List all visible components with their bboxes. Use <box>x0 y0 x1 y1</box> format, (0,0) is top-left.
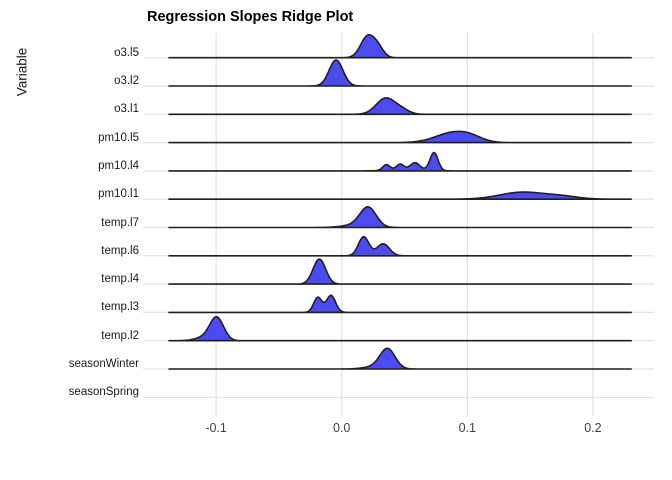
y-axis-title: Variable <box>14 47 30 97</box>
y-tick-label-seasonSpring: seasonSpring <box>68 386 139 399</box>
ridge-pm10.l5 <box>168 130 632 144</box>
y-tick-label-o3.l5: o3.l5 <box>114 46 139 59</box>
y-tick-label-pm10.l4: pm10.l4 <box>98 159 139 172</box>
y-tick-label-temp.l2: temp.l2 <box>101 329 139 342</box>
ridge-temp.l6 <box>168 235 632 257</box>
y-tick-label-pm10.l1: pm10.l1 <box>98 188 139 201</box>
y-tick-label-temp.l6: temp.l6 <box>101 244 139 257</box>
x-tick-label-0.1: 0.1 <box>458 421 476 435</box>
x-tick-label--0.1: -0.1 <box>205 421 227 435</box>
ridge-seasonWinter <box>168 347 632 370</box>
y-tick-label-temp.l7: temp.l7 <box>101 216 139 229</box>
y-tick-label-temp.l4: temp.l4 <box>101 273 139 286</box>
ridge-pm10.l4 <box>168 151 632 172</box>
x-tick-label-0.0: 0.0 <box>332 421 351 435</box>
ridge-temp.l4 <box>168 258 632 285</box>
y-tick-label-seasonWinter: seasonWinter <box>68 358 139 370</box>
ridge-pm10.l1 <box>168 191 632 200</box>
y-tick-label-o3.l2: o3.l2 <box>114 75 139 87</box>
y-tick-label-o3.l1: o3.l1 <box>114 103 139 116</box>
ridge-temp.l2 <box>168 315 632 342</box>
y-tick-label-temp.l3: temp.l3 <box>101 301 139 314</box>
ridge-temp.l3 <box>168 294 632 314</box>
x-tick-label-0.2: 0.2 <box>584 421 602 435</box>
ridge-o3.l1 <box>168 97 632 116</box>
ridge-o3.l2 <box>168 59 632 87</box>
ridge-temp.l7 <box>168 205 632 229</box>
ridge-o3.l5 <box>168 34 632 59</box>
plot-title: Regression Slopes Ridge Plot <box>147 9 354 25</box>
y-tick-label-pm10.l5: pm10.l5 <box>98 131 139 144</box>
